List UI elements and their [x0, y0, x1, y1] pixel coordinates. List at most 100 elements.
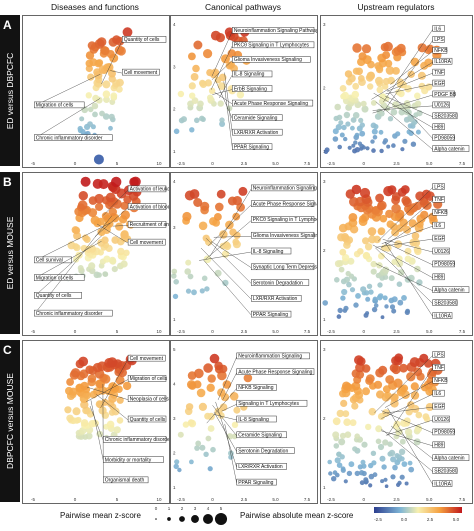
data-point	[66, 415, 73, 422]
data-point	[363, 477, 368, 482]
data-point	[387, 77, 395, 85]
data-point	[87, 74, 94, 81]
data-point	[117, 397, 124, 404]
point-label: EGF	[434, 81, 444, 87]
data-point	[349, 213, 358, 222]
point-label: Chronic inflammatory disorder	[36, 135, 103, 141]
point-label: PD98059	[434, 430, 455, 436]
point-label: IL-8 Signaling	[253, 249, 284, 255]
data-point	[121, 210, 130, 219]
x-tick-label: 0	[74, 161, 77, 166]
point-label: Ceramide Signaling	[238, 433, 282, 439]
data-point	[382, 267, 389, 274]
size-legend-value: 5	[220, 506, 223, 511]
data-point	[78, 265, 84, 271]
data-point	[203, 452, 208, 457]
data-point	[111, 236, 119, 244]
data-point	[402, 139, 407, 144]
data-point	[367, 72, 374, 79]
data-point	[65, 387, 73, 395]
data-point	[420, 211, 428, 219]
x-tick-label: -5	[31, 497, 35, 502]
data-point	[79, 191, 88, 200]
point-label: Neuroinflammation Signaling Pathway	[234, 28, 317, 34]
size-legend-dot	[179, 516, 185, 522]
data-point	[362, 44, 371, 53]
x-tick-label: 2.5	[393, 161, 400, 166]
data-point	[181, 116, 187, 122]
y-tick-label: 3	[323, 22, 326, 27]
data-point	[381, 315, 385, 319]
point-label: Cell movement	[130, 356, 164, 362]
data-point	[121, 230, 129, 238]
point-label: Signaling in T Lymphocytes	[238, 401, 299, 407]
color-legend-tick: 0.0	[401, 517, 408, 522]
data-point	[80, 382, 89, 391]
leader-line	[376, 239, 433, 247]
x-tick-label: 0	[362, 497, 365, 502]
data-point	[350, 287, 355, 292]
y-tick-label: 2	[323, 416, 326, 421]
data-point	[385, 375, 394, 384]
data-point	[392, 296, 398, 302]
point-label: Activation of leukocytes	[130, 187, 169, 193]
data-point	[372, 129, 378, 135]
data-point	[422, 190, 431, 199]
data-point	[182, 212, 191, 221]
leader-line	[225, 424, 237, 483]
data-point	[399, 449, 405, 455]
point-label: LPS	[434, 352, 444, 358]
data-point	[349, 461, 355, 467]
x-tick-label: 5.0	[272, 161, 279, 166]
data-point	[353, 68, 360, 75]
data-point	[206, 436, 212, 442]
data-point	[387, 185, 396, 194]
data-point	[107, 357, 117, 367]
size-legend-title: Pairwise mean z-score	[60, 511, 141, 531]
data-point	[361, 101, 367, 107]
size-legend-value: 4	[207, 506, 210, 511]
data-point	[363, 252, 370, 259]
data-point	[341, 233, 349, 241]
data-point	[218, 100, 224, 106]
x-tick-label: 0	[211, 161, 214, 166]
data-point	[338, 308, 343, 313]
data-point	[365, 311, 369, 315]
color-legend-tick: -2.5	[374, 517, 382, 522]
data-point	[378, 444, 384, 450]
point-label: U0126	[434, 417, 449, 423]
data-point	[210, 447, 216, 453]
data-point	[347, 471, 352, 476]
data-point	[382, 439, 388, 445]
point-label: Neuroinflammation Signaling Pathway	[253, 186, 317, 192]
data-point	[116, 79, 124, 87]
x-tick-label: 7.5	[459, 329, 466, 334]
data-point	[339, 267, 345, 273]
data-point	[229, 229, 236, 236]
x-tick-label: -5	[31, 329, 35, 334]
data-point	[186, 403, 193, 410]
data-point	[209, 88, 215, 94]
point-label: Alpha catenin	[434, 146, 465, 152]
data-point	[233, 407, 240, 414]
data-point	[173, 279, 179, 285]
data-point	[411, 382, 419, 390]
point-label: Serotonin Degradation	[238, 448, 288, 454]
data-point	[334, 277, 340, 283]
data-point	[360, 188, 370, 198]
point-label: U0126	[434, 249, 449, 255]
point-label: NFKB Signaling	[238, 385, 274, 391]
data-point	[392, 465, 398, 471]
point-label: Acute Phase Response Signaling	[253, 201, 317, 207]
x-tick-label: 5.0	[426, 497, 433, 502]
x-tick-label: 5	[116, 497, 119, 502]
data-point	[350, 126, 355, 131]
size-legend-dot	[191, 515, 199, 523]
point-label: Migration of cells	[36, 275, 74, 281]
point-label: Acute Phase Response Signaling	[238, 369, 312, 375]
point-label: H89	[434, 275, 443, 281]
data-point	[199, 445, 205, 451]
